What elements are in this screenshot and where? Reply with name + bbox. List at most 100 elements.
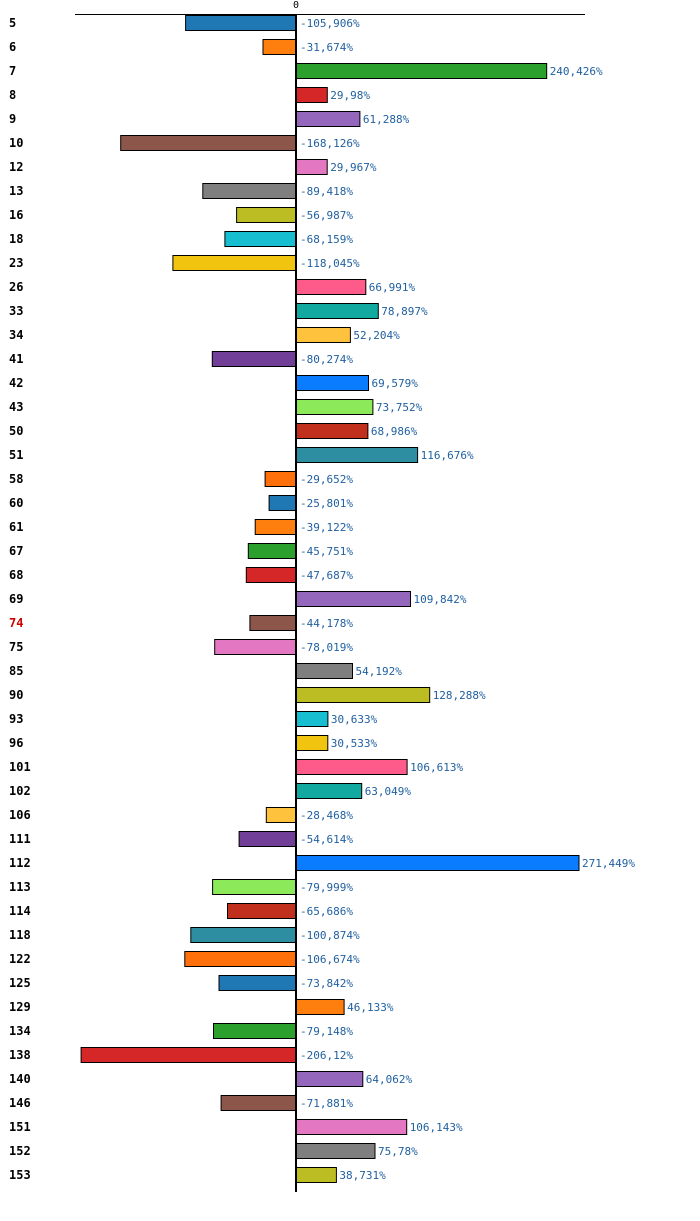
bar-5 xyxy=(185,15,297,31)
bar-153 xyxy=(295,1167,337,1183)
bar-152 xyxy=(295,1143,376,1159)
bar-85 xyxy=(295,663,353,679)
labels-group: 5 -105,906% 6 -31,674% 7 240,426% 8 29,98% 9 61,2… xyxy=(9,16,635,1182)
value-label-51: 116,676% xyxy=(421,449,474,462)
bar-122 xyxy=(184,951,297,967)
category-label-50: 50 xyxy=(9,424,23,438)
bar-75 xyxy=(214,639,297,655)
value-label-16: -56,987% xyxy=(300,209,353,222)
value-label-8: 29,98% xyxy=(330,89,370,102)
bar-90 xyxy=(295,687,431,703)
value-label-7: 240,426% xyxy=(550,65,603,78)
value-label-129: 46,133% xyxy=(347,1001,394,1014)
category-label-13: 13 xyxy=(9,184,23,198)
value-label-153: 38,731% xyxy=(339,1169,386,1182)
bar-125 xyxy=(218,975,297,991)
bar-106 xyxy=(265,807,297,823)
zero-tick-label: 0 xyxy=(293,0,299,11)
category-label-68: 68 xyxy=(9,568,23,582)
value-label-140: 64,062% xyxy=(366,1073,413,1086)
bar-114 xyxy=(227,903,297,919)
value-label-5: -105,906% xyxy=(300,17,360,30)
value-label-58: -29,652% xyxy=(300,473,353,486)
category-label-33: 33 xyxy=(9,304,23,318)
category-label-18: 18 xyxy=(9,232,23,246)
bar-151 xyxy=(295,1119,408,1135)
value-label-93: 30,633% xyxy=(331,713,378,726)
category-label-90: 90 xyxy=(9,688,23,702)
value-label-106: -28,468% xyxy=(300,809,353,822)
category-label-43: 43 xyxy=(9,400,23,414)
value-label-138: -206,12% xyxy=(300,1049,353,1062)
value-label-96: 30,533% xyxy=(331,737,378,750)
value-label-102: 63,049% xyxy=(365,785,412,798)
bar-93 xyxy=(295,711,329,727)
value-label-68: -47,687% xyxy=(300,569,353,582)
category-label-60: 60 xyxy=(9,496,23,510)
category-label-69: 69 xyxy=(9,592,23,606)
category-label-85: 85 xyxy=(9,664,23,678)
value-label-12: 29,967% xyxy=(330,161,377,174)
value-label-13: -89,418% xyxy=(300,185,353,198)
bar-7 xyxy=(295,63,548,79)
category-label-58: 58 xyxy=(9,472,23,486)
value-label-23: -118,045% xyxy=(300,257,360,270)
category-label-12: 12 xyxy=(9,160,23,174)
category-label-96: 96 xyxy=(9,736,23,750)
bar-67 xyxy=(247,543,297,559)
category-label-134: 134 xyxy=(9,1024,31,1038)
bar-61 xyxy=(254,519,297,535)
bar-74 xyxy=(249,615,297,631)
value-label-101: 106,613% xyxy=(410,761,463,774)
category-label-151: 151 xyxy=(9,1120,31,1134)
value-label-43: 73,752% xyxy=(376,401,423,414)
value-label-33: 78,897% xyxy=(381,305,428,318)
bar-138 xyxy=(80,1047,297,1063)
value-label-6: -31,674% xyxy=(300,41,353,54)
bar-113 xyxy=(212,879,297,895)
bar-140 xyxy=(295,1071,364,1087)
category-label-51: 51 xyxy=(9,448,23,462)
category-label-7: 7 xyxy=(9,64,16,78)
bar-58 xyxy=(264,471,297,487)
category-label-5: 5 xyxy=(9,16,16,30)
bar-50 xyxy=(295,423,369,439)
value-label-90: 128,288% xyxy=(433,689,486,702)
category-label-41: 41 xyxy=(9,352,23,366)
value-label-61: -39,122% xyxy=(300,521,353,534)
category-label-16: 16 xyxy=(9,208,23,222)
value-label-151: 106,143% xyxy=(410,1121,463,1134)
value-label-114: -65,686% xyxy=(300,905,353,918)
bar-8 xyxy=(295,87,328,103)
value-label-112: 271,449% xyxy=(582,857,635,870)
value-label-18: -68,159% xyxy=(300,233,353,246)
category-label-114: 114 xyxy=(9,904,31,918)
bar-129 xyxy=(295,999,345,1015)
value-label-118: -100,874% xyxy=(300,929,360,942)
value-label-75: -78,019% xyxy=(300,641,353,654)
category-label-61: 61 xyxy=(9,520,23,534)
value-label-134: -79,148% xyxy=(300,1025,353,1038)
value-label-60: -25,801% xyxy=(300,497,353,510)
category-label-67: 67 xyxy=(9,544,23,558)
bar-26 xyxy=(295,279,367,295)
bar-13 xyxy=(202,183,297,199)
bar-134 xyxy=(213,1023,297,1039)
bar-69 xyxy=(295,591,411,607)
value-label-146: -71,881% xyxy=(300,1097,353,1110)
value-label-42: 69,579% xyxy=(372,377,419,390)
category-label-106: 106 xyxy=(9,808,31,822)
category-label-112: 112 xyxy=(9,856,31,870)
category-label-75: 75 xyxy=(9,640,23,654)
category-label-42: 42 xyxy=(9,376,23,390)
bar-41 xyxy=(211,351,297,367)
value-label-67: -45,751% xyxy=(300,545,353,558)
category-label-6: 6 xyxy=(9,40,16,54)
bar-16 xyxy=(236,207,297,223)
bar-43 xyxy=(295,399,374,415)
category-label-129: 129 xyxy=(9,1000,31,1014)
value-label-69: 109,842% xyxy=(414,593,467,606)
bars-group xyxy=(80,15,580,1183)
value-label-113: -79,999% xyxy=(300,881,353,894)
